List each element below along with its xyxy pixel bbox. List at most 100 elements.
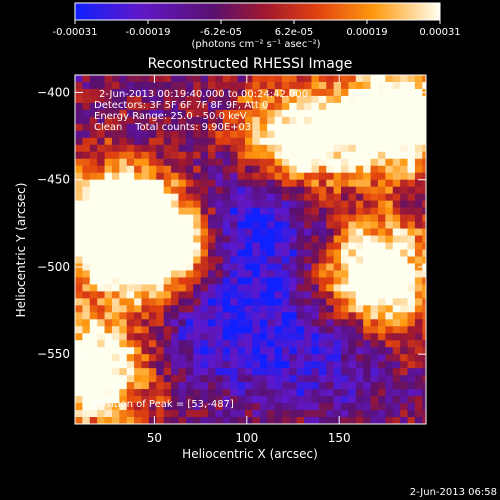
- heatmap-cell: [148, 186, 157, 195]
- heatmap-cell: [141, 270, 150, 278]
- heatmap-cell: [193, 312, 202, 320]
- heatmap-cell: [385, 200, 394, 209]
- heatmap-cell: [208, 389, 216, 397]
- heatmap-cell: [414, 109, 423, 118]
- heatmap-cell: [281, 165, 290, 174]
- heatmap-cell: [237, 186, 246, 195]
- heatmap-cell: [134, 333, 142, 341]
- heatmap-cell: [377, 361, 386, 369]
- heatmap-cell: [267, 354, 275, 362]
- heatmap-cell: [141, 228, 150, 236]
- heatmap-cell: [75, 312, 83, 320]
- heatmap-cell: [422, 144, 426, 153]
- heatmap-cell: [104, 417, 113, 424]
- heatmap-cell: [171, 340, 179, 348]
- heatmap-cell: [126, 193, 135, 202]
- heatmap-cell: [163, 81, 172, 90]
- heatmap-cell: [363, 214, 371, 222]
- heatmap-cell: [267, 228, 275, 236]
- heatmap-cell: [134, 410, 142, 418]
- heatmap-cell: [311, 158, 320, 167]
- heatmap-cell: [355, 200, 364, 209]
- heatmap-cell: [119, 228, 128, 236]
- heatmap-cell: [385, 263, 394, 271]
- heatmap-cell: [414, 116, 423, 125]
- heatmap-cell: [104, 81, 113, 90]
- heatmap-cell: [407, 235, 416, 243]
- heatmap-cell: [407, 277, 416, 285]
- heatmap-cell: [267, 256, 275, 264]
- heatmap-cell: [267, 291, 275, 299]
- heatmap-cell: [171, 137, 179, 146]
- heatmap-cell: [385, 165, 394, 174]
- heatmap-cell: [185, 144, 194, 153]
- heatmap-cell: [178, 130, 187, 139]
- heatmap-cell: [237, 375, 246, 383]
- heatmap-cell: [193, 130, 202, 139]
- heatmap-cell: [281, 263, 290, 271]
- heatmap-cell: [208, 158, 216, 167]
- heatmap-cell: [126, 158, 135, 167]
- heatmap-cell: [385, 221, 394, 229]
- heatmap-cell: [222, 95, 231, 104]
- heatmap-cell: [304, 207, 312, 215]
- heatmap-cell: [178, 256, 187, 264]
- heatmap-cell: [341, 193, 349, 202]
- heatmap-cell: [156, 116, 165, 125]
- heatmap-cell: [259, 382, 268, 390]
- heatmap-cell: [370, 151, 379, 160]
- heatmap-cell: [326, 382, 335, 390]
- heatmap-cell: [392, 214, 401, 222]
- heatmap-cell: [422, 410, 426, 418]
- heatmap-cell: [171, 109, 179, 118]
- heatmap-cell: [244, 221, 253, 229]
- heatmap-cell: [304, 417, 312, 424]
- heatmap-cell: [82, 137, 91, 146]
- heatmap-cell: [252, 179, 261, 188]
- heatmap-cell: [252, 228, 261, 236]
- heatmap-cell: [333, 179, 342, 188]
- heatmap-cell: [311, 151, 320, 160]
- heatmap-cell: [259, 263, 268, 271]
- heatmap-cell: [208, 368, 216, 376]
- heatmap-cell: [163, 200, 172, 209]
- heatmap-cell: [392, 109, 401, 118]
- heatmap-cell: [215, 130, 224, 139]
- heatmap-cell: [355, 298, 364, 306]
- heatmap-cell: [296, 165, 305, 174]
- heatmap-cell: [134, 354, 142, 362]
- heatmap-cell: [333, 207, 342, 215]
- heatmap-cell: [363, 291, 371, 299]
- heatmap-cell: [377, 88, 386, 97]
- heatmap-cell: [75, 186, 83, 195]
- heatmap-cell: [222, 151, 231, 160]
- heatmap-cell: [304, 256, 312, 264]
- heatmap-cell: [392, 249, 401, 257]
- heatmap-cell: [318, 144, 327, 153]
- heatmap-cell: [104, 256, 113, 264]
- heatmap-cell: [274, 130, 283, 139]
- heatmap-cell: [318, 193, 327, 202]
- footer-timestamp: 2-Jun-2013 06:58: [410, 487, 497, 498]
- heatmap-cell: [400, 116, 408, 125]
- peak-position-label: Position of Peak = [53,-487]: [94, 399, 234, 410]
- heatmap-cell: [178, 354, 187, 362]
- heatmap-cell: [363, 172, 371, 181]
- heatmap-cell: [348, 179, 357, 188]
- heatmap-cell: [385, 256, 394, 264]
- heatmap-cell: [119, 347, 128, 355]
- heatmap-cell: [289, 214, 298, 222]
- heatmap-cell: [341, 75, 349, 83]
- heatmap-cell: [341, 172, 349, 181]
- heatmap-cell: [244, 137, 253, 146]
- heatmap-cell: [171, 312, 179, 320]
- heatmap-cell: [82, 75, 91, 83]
- heatmap-cell: [222, 249, 231, 257]
- heatmap-cell: [281, 109, 290, 118]
- heatmap-cell: [274, 410, 283, 418]
- heatmap-cell: [200, 354, 209, 362]
- heatmap-cell: [111, 382, 120, 390]
- heatmap-cell: [237, 95, 246, 104]
- heatmap-cell: [134, 88, 142, 97]
- heatmap-cell: [326, 123, 335, 132]
